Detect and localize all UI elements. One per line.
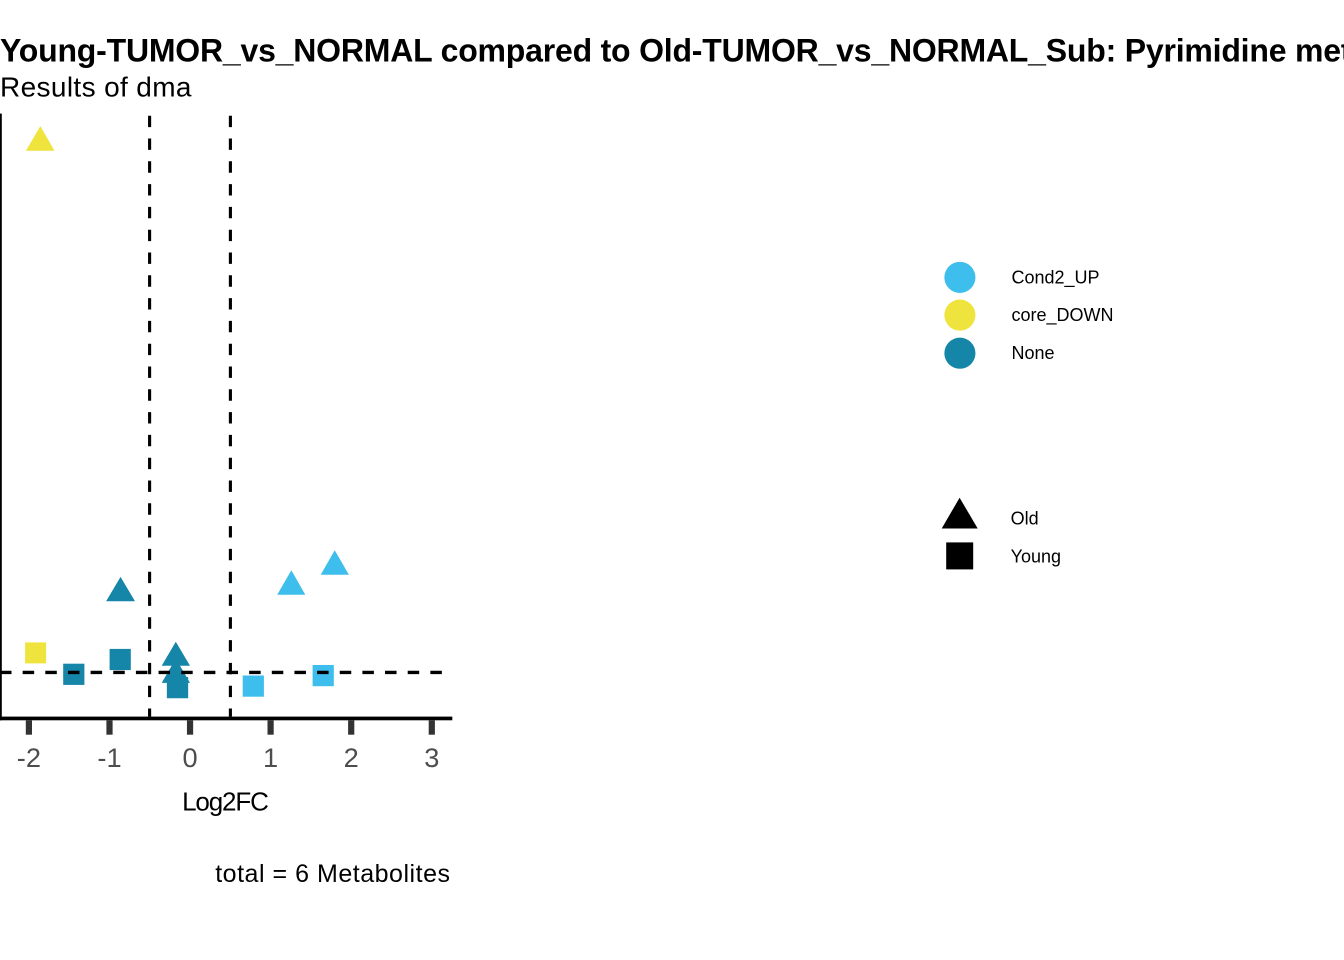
svg-text:Young: Young bbox=[1011, 546, 1061, 566]
svg-text:Results of dma: Results of dma bbox=[0, 72, 192, 103]
svg-text:total = 6 Metabolites: total = 6 Metabolites bbox=[215, 860, 450, 888]
svg-text:-1: -1 bbox=[97, 742, 121, 773]
svg-text:Old: Old bbox=[1011, 509, 1039, 529]
svg-text:core_DOWN: core_DOWN bbox=[1012, 305, 1114, 326]
svg-text:-2: -2 bbox=[17, 742, 41, 773]
svg-text:0: 0 bbox=[182, 742, 197, 773]
svg-text:1: 1 bbox=[263, 742, 278, 773]
svg-text:3: 3 bbox=[424, 742, 439, 773]
svg-text:Cond2_UP: Cond2_UP bbox=[1012, 267, 1100, 288]
svg-text:2: 2 bbox=[344, 742, 359, 773]
svg-text:Young-TUMOR_vs_NORMAL compared: Young-TUMOR_vs_NORMAL compared to Old-TU… bbox=[0, 33, 1344, 69]
svg-text:None: None bbox=[1012, 343, 1055, 363]
svg-text:Log2FC: Log2FC bbox=[182, 786, 269, 816]
